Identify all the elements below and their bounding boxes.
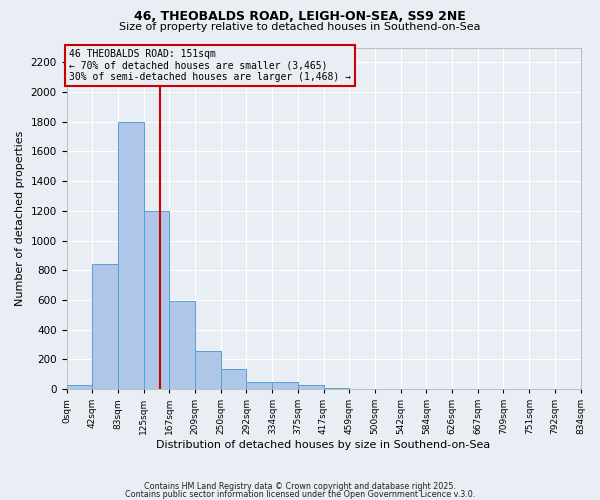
Bar (221, 369, 247, 389)
Text: 46 THEOBALDS ROAD: 151sqm
← 70% of detached houses are smaller (3,465)
30% of se: 46 THEOBALDS ROAD: 151sqm ← 70% of detac… (69, 49, 351, 82)
Text: 46, THEOBALDS ROAD, LEIGH-ON-SEA, SS9 2NE: 46, THEOBALDS ROAD, LEIGH-ON-SEA, SS9 2N… (134, 10, 466, 23)
Text: Contains public sector information licensed under the Open Government Licence v.: Contains public sector information licen… (125, 490, 475, 499)
Bar (67, 386, 92, 389)
Bar (272, 382, 298, 389)
Bar (196, 351, 221, 389)
Bar (323, 388, 349, 389)
Bar (298, 386, 323, 389)
X-axis label: Distribution of detached houses by size in Southend-on-Sea: Distribution of detached houses by size … (157, 440, 491, 450)
Bar (118, 122, 143, 389)
Text: Size of property relative to detached houses in Southend-on-Sea: Size of property relative to detached ho… (119, 22, 481, 32)
Bar (92, 264, 118, 389)
Y-axis label: Number of detached properties: Number of detached properties (15, 130, 25, 306)
Bar (169, 300, 196, 389)
Bar (143, 211, 169, 389)
Text: Contains HM Land Registry data © Crown copyright and database right 2025.: Contains HM Land Registry data © Crown c… (144, 482, 456, 491)
Bar (247, 382, 272, 389)
